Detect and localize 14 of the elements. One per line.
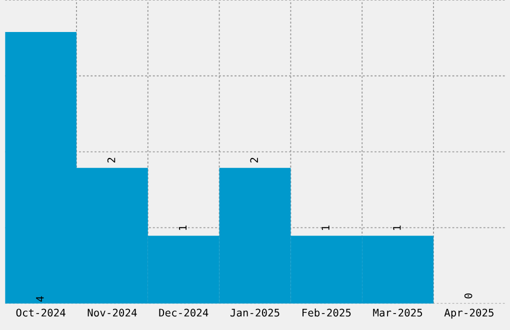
- data-label: 1: [178, 226, 186, 230]
- x-tick-label: Jan-2025: [230, 308, 280, 317]
- data-label: 0: [464, 293, 472, 298]
- x-tick-label: Dec-2024: [159, 308, 208, 317]
- x-tick-label: Oct-2024: [16, 308, 66, 317]
- data-label: 2: [107, 158, 116, 162]
- data-label: 2: [250, 158, 258, 162]
- x-tick-label: Apr-2025: [444, 308, 494, 319]
- x-tick-label: Feb-2025: [302, 308, 351, 317]
- data-label: 4: [36, 296, 44, 302]
- x-tick-label: Nov-2024: [88, 308, 137, 317]
- data-label: 1: [322, 226, 330, 230]
- x-tick-label: Mar-2025: [373, 308, 422, 317]
- data-label: 1: [393, 226, 401, 230]
